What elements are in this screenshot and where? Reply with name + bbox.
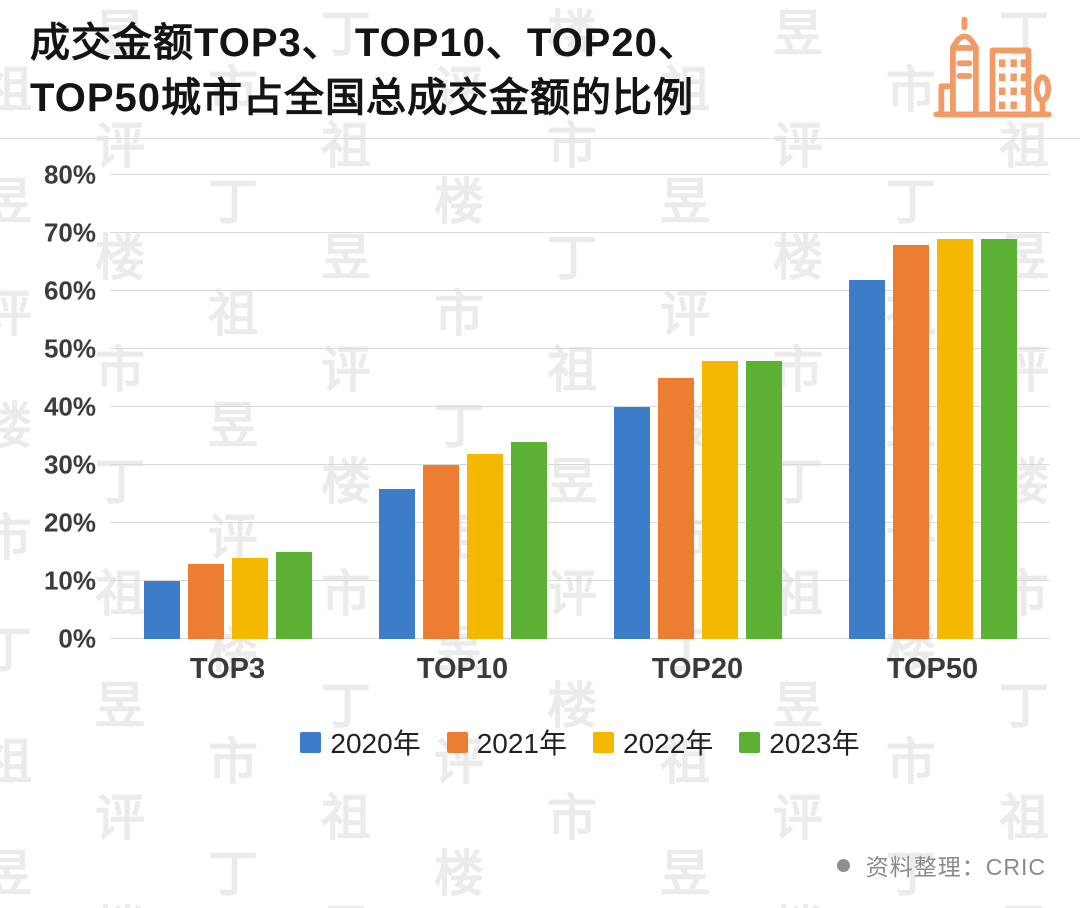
bar-chart: 0% 10% 20% 30% 40% 50% 60% 70% 80% TOP3 TOP10 TOP2… (38, 160, 1050, 762)
legend-swatch (446, 731, 468, 753)
legend-item-2021年: 2021年 (446, 722, 567, 762)
bar-top20-2020年 (613, 407, 650, 640)
bar-top20-2023年 (745, 360, 782, 640)
y-tick-label: 20% (43, 507, 96, 538)
bar-groups (110, 175, 1050, 640)
city-buildings-icon (926, 12, 1054, 140)
header-divider (0, 138, 1080, 140)
watermark-char: 昱 (999, 890, 1049, 908)
legend-item-2023年: 2023年 (739, 722, 860, 762)
gridline-50% (110, 348, 1050, 350)
y-tick-label: 70% (43, 217, 96, 248)
bar-group-top10 (345, 175, 580, 640)
gridline-80% (110, 174, 1050, 176)
watermark-char: 祖 (999, 790, 1049, 846)
y-axis: 0% 10% 20% 30% 40% 50% 60% 70% 80% (38, 160, 110, 654)
x-axis-label-top50: TOP50 (886, 653, 979, 686)
page-title-line1: 成交金额TOP3、 TOP10、TOP20、 (30, 21, 699, 65)
bar-top20-2021年 (657, 378, 694, 640)
bar-top50-2023年 (980, 239, 1017, 640)
x-axis: TOP3 TOP10 TOP20 TOP50 (110, 653, 1050, 686)
watermark-char: 昱 (0, 846, 32, 902)
gridline-60% (110, 290, 1050, 292)
legend-item-2022年: 2022年 (593, 722, 713, 762)
gridline-20% (110, 522, 1050, 524)
legend-label: 2022年 (623, 728, 714, 760)
watermark-char: 评 (773, 790, 823, 846)
gridline-10% (110, 580, 1050, 582)
bar-group-top20 (580, 175, 815, 640)
legend-label: 2020年 (330, 728, 421, 760)
y-tick-label: 10% (43, 565, 96, 596)
y-tick-label: 0% (58, 623, 96, 654)
watermark-char: 评 (95, 790, 145, 846)
x-axis-label-top20: TOP20 (651, 653, 744, 686)
bar-top10-2020年 (378, 488, 415, 640)
footer: 资料整理：CRIC (836, 848, 1046, 882)
watermark-char: 祖 (321, 790, 371, 846)
bar-top10-2022年 (466, 453, 503, 640)
watermark-char: 昱 (321, 890, 371, 908)
legend-label: 2023年 (769, 728, 860, 760)
plot-area (110, 174, 1050, 640)
bullet-dot-icon (836, 858, 850, 872)
bar-top3-2020年 (143, 581, 180, 640)
watermark-char: 丁 (547, 890, 597, 908)
bar-top3-2023年 (275, 552, 312, 640)
watermark-char: 丁 (208, 846, 258, 902)
legend-swatch (593, 731, 614, 753)
chart-legend: 2020年 2021年 2022年 2023年 (110, 722, 1050, 762)
bar-top20-2022年 (701, 360, 738, 640)
gridline-70% (110, 232, 1050, 234)
y-tick-label: 50% (43, 333, 96, 364)
page-title: 成交金额TOP3、 TOP10、TOP20、 TOP50城市占全国总成交金额的比… (30, 16, 1050, 126)
legend-item-2020年: 2020年 (300, 722, 421, 762)
watermark-char: 昱 (660, 846, 710, 902)
gridline-40% (110, 406, 1050, 408)
watermark-char: 楼 (773, 890, 823, 908)
watermark-char: 楼 (434, 846, 484, 902)
bar-top50-2022年 (936, 239, 973, 640)
y-tick-label: 30% (43, 449, 96, 480)
legend-label: 2021年 (476, 728, 567, 760)
watermark-char: 市 (547, 790, 597, 846)
bar-top10-2021年 (422, 465, 459, 640)
watermark-char: 楼 (95, 890, 145, 908)
x-axis-label-top3: TOP3 (189, 653, 266, 686)
x-axis-label-top10: TOP10 (416, 653, 509, 686)
bar-top10-2023年 (510, 442, 547, 640)
legend-swatch (739, 731, 761, 753)
gridline-30% (110, 464, 1050, 466)
legend-swatch (300, 731, 322, 753)
plot-row: 0% 10% 20% 30% 40% 50% 60% 70% 80% (38, 160, 1050, 654)
y-tick-label: 80% (43, 159, 96, 190)
header: 成交金额TOP3、 TOP10、TOP20、 TOP50城市占全国总成交金额的比… (0, 0, 1080, 132)
bar-top50-2021年 (892, 244, 929, 640)
bar-group-top3 (110, 175, 345, 640)
bar-group-top50 (815, 175, 1050, 640)
y-tick-label: 60% (43, 275, 96, 306)
gridline-0% (110, 638, 1050, 640)
bar-top3-2022年 (231, 558, 268, 640)
y-tick-label: 40% (43, 391, 96, 422)
bar-top50-2020年 (848, 279, 885, 640)
bar-top3-2021年 (187, 563, 224, 640)
page-title-line2: TOP50城市占全国总成交金额的比例 (30, 76, 694, 121)
source-note: 资料整理：CRIC (865, 854, 1046, 880)
